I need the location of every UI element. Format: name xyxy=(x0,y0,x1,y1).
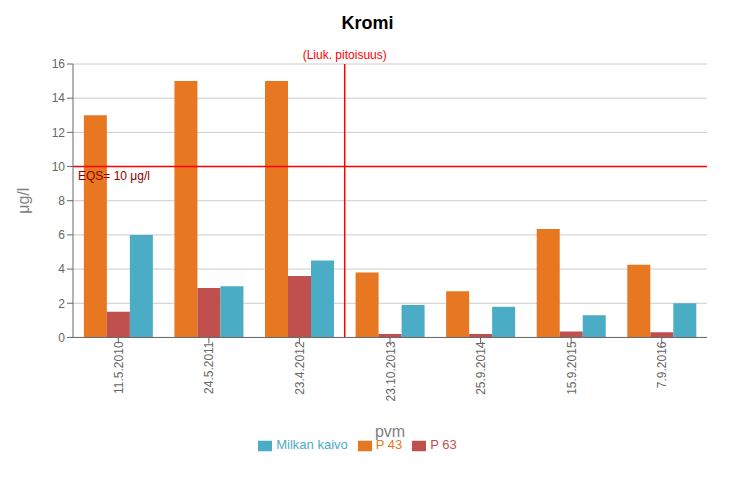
svg-text:23.10.2013: 23.10.2013 xyxy=(384,341,398,401)
svg-text:6: 6 xyxy=(58,228,65,242)
svg-text:7.9.2016: 7.9.2016 xyxy=(655,341,669,388)
svg-text:pvm: pvm xyxy=(375,423,405,440)
svg-text:24.5.2011: 24.5.2011 xyxy=(202,341,216,394)
svg-text:0: 0 xyxy=(58,331,65,345)
html-text:Kromi: Kromi xyxy=(341,13,394,33)
svg-text:2: 2 xyxy=(58,297,65,311)
svg-text:12: 12 xyxy=(52,126,66,140)
svg-text:(Liuk. pitoisuus): (Liuk. pitoisuus) xyxy=(303,48,387,62)
svg-text:25.9.2014: 25.9.2014 xyxy=(474,341,488,395)
svg-text:10: 10 xyxy=(52,160,66,174)
svg-text:14: 14 xyxy=(52,91,66,105)
html-text:P 63: P 63 xyxy=(430,437,457,453)
svg-text:23.4.2012: 23.4.2012 xyxy=(293,341,307,395)
svg-text:EQS= 10 μg/l: EQS= 10 μg/l xyxy=(78,169,150,183)
svg-text:11.5.2010: 11.5.2010 xyxy=(112,341,126,394)
html-text:Milkan kaivo: Milkan kaivo xyxy=(276,437,348,453)
svg-text:4: 4 xyxy=(58,262,65,276)
svg-text:8: 8 xyxy=(58,194,65,208)
svg-text:16: 16 xyxy=(52,57,66,71)
html-text:P 43: P 43 xyxy=(375,437,403,453)
svg-text:μg/l: μg/l xyxy=(15,188,32,214)
svg-text:15.9.2015: 15.9.2015 xyxy=(565,341,579,395)
